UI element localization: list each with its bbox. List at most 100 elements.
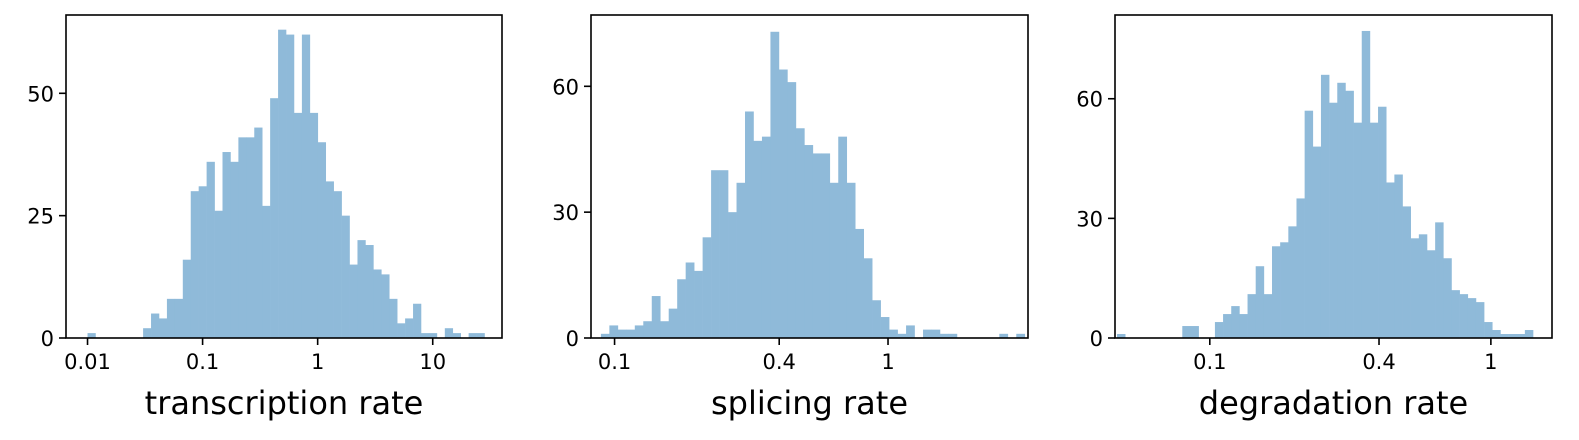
histogram-bar — [626, 329, 636, 338]
histogram-bar — [143, 328, 152, 338]
histogram-bar — [476, 333, 485, 338]
histogram-bar — [685, 262, 695, 338]
histogram-bar — [444, 328, 454, 338]
histogram-bar — [1231, 306, 1240, 338]
histogram-bar — [468, 333, 477, 338]
histogram-bar — [87, 333, 96, 338]
histogram-bar — [1288, 226, 1297, 338]
histogram-bar — [151, 313, 160, 338]
histogram-bar — [1459, 294, 1469, 338]
histogram-bar — [948, 333, 958, 338]
histogram-bar — [270, 98, 279, 338]
histogram-bar — [770, 31, 780, 339]
histogram-bar — [702, 237, 712, 338]
histogram-bar — [753, 140, 763, 338]
histogram-bar — [190, 191, 199, 338]
histogram-bar — [1280, 242, 1289, 338]
panel-transcription-rate: 0.01 0.1 1 10 0 25 50 transcription rate — [27, 14, 503, 422]
x-tick-label: 0.4 — [1362, 350, 1395, 374]
histogram-bar — [198, 186, 207, 338]
histogram-bar — [939, 333, 949, 338]
x-tick-label: 0.1 — [1193, 350, 1226, 374]
y-tick-label: 30 — [1076, 207, 1103, 231]
histogram-bar — [1182, 326, 1191, 338]
histogram-bar — [872, 300, 881, 338]
histogram-bar — [1247, 294, 1256, 338]
histogram-bar — [1516, 334, 1526, 338]
histogram-bar — [1484, 322, 1493, 338]
x-tick-label: 0.1 — [598, 350, 631, 374]
histogram-bar — [745, 111, 754, 338]
histogram-bar — [668, 308, 678, 338]
histogram-bar — [452, 333, 461, 338]
histogram-bar — [1402, 206, 1411, 338]
histogram-bar — [389, 298, 398, 338]
histogram-bar — [341, 215, 350, 338]
histogram-bar — [214, 210, 223, 338]
histogram-bar — [1337, 82, 1346, 338]
x-tick-label: 1 — [311, 350, 324, 374]
histogram-bar — [778, 69, 788, 338]
histogram-bar — [889, 329, 898, 338]
histogram-bar — [420, 333, 430, 338]
histogram-bar — [1369, 122, 1379, 338]
y-tick-label: 60 — [552, 75, 579, 99]
histogram-bar — [821, 153, 831, 338]
histogram-bar — [1353, 122, 1363, 338]
histogram-bar — [1304, 110, 1314, 338]
histogram-bar — [863, 258, 873, 338]
histogram-bar — [1345, 90, 1354, 339]
axes-frame — [1114, 14, 1553, 339]
histogram-bar — [1223, 314, 1232, 338]
histogram-bar — [1443, 258, 1452, 338]
histogram-bar — [238, 137, 247, 338]
histogram-bar — [617, 329, 627, 338]
x-tick-label: 1 — [881, 350, 894, 374]
histogram-bar — [1117, 334, 1126, 338]
histogram-bar — [855, 228, 864, 338]
histogram-bar — [660, 321, 670, 338]
histogram-bar — [880, 317, 890, 338]
histogram-bar — [1378, 106, 1387, 338]
histogram-bar — [795, 128, 805, 338]
histogram-bar — [711, 170, 720, 338]
histogram-bar — [373, 269, 382, 338]
histogram-bar — [1475, 302, 1485, 338]
histogram-bar — [222, 152, 231, 338]
histogram-bar — [1361, 30, 1371, 338]
histogram-bar — [1272, 246, 1281, 338]
histogram-bar — [365, 245, 374, 338]
y-tick-label: 0 — [41, 327, 54, 351]
histogram-bar — [1418, 234, 1428, 338]
x-axis-label: degradation rate — [1199, 384, 1468, 422]
histogram-bar — [206, 161, 215, 338]
histogram-bar — [174, 298, 184, 338]
histogram-bar — [1320, 74, 1330, 338]
histogram-bar — [1016, 333, 1026, 338]
panel-splicing-rate: 0.1 0.4 1 0 30 60 splicing rate — [552, 14, 1029, 422]
histogram-bar — [405, 318, 414, 338]
histogram-bar — [1255, 266, 1265, 338]
histogram-bar — [1500, 334, 1509, 338]
histogram-bar — [1190, 326, 1199, 338]
histogram-bar — [349, 264, 358, 338]
x-tick-label: 1 — [1484, 350, 1497, 374]
histogram-bar — [694, 270, 703, 338]
histogram-bar — [1492, 330, 1501, 338]
histogram-bar — [931, 329, 941, 338]
histogram-bar — [1296, 198, 1305, 338]
histogram-bar — [309, 112, 319, 338]
x-tick-label: 0.1 — [186, 350, 219, 374]
histogram-bar — [1329, 102, 1338, 338]
histogram-bar — [301, 34, 311, 338]
histogram-bar — [166, 298, 176, 338]
histogram-bar — [413, 303, 422, 338]
histogram-bar — [846, 182, 856, 338]
histogram-bar — [736, 182, 746, 338]
histogram-bar — [357, 240, 366, 338]
x-tick-label: 0.4 — [763, 350, 796, 374]
y-tick-label: 50 — [27, 82, 54, 106]
histogram-bar — [999, 333, 1009, 338]
histogram-bar — [787, 82, 797, 339]
